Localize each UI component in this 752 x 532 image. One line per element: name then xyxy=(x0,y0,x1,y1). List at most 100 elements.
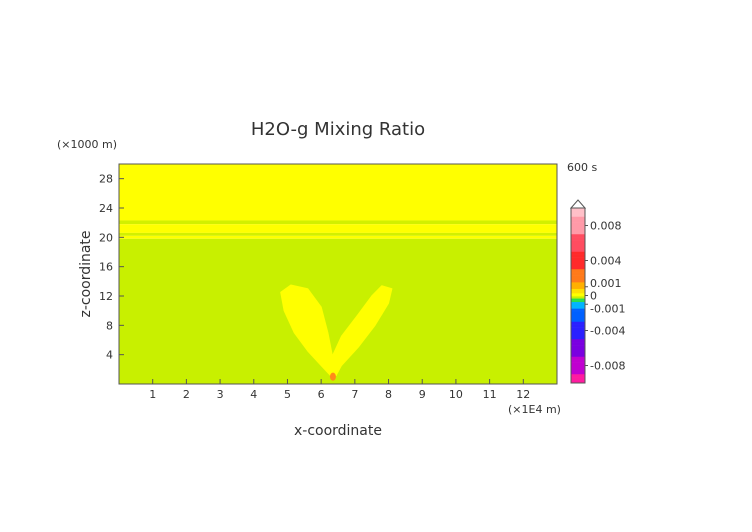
colorbar-swatch xyxy=(571,248,585,253)
colorbar-swatch xyxy=(571,371,585,375)
colorbar-swatch xyxy=(571,342,585,346)
x-tick-label: 10 xyxy=(449,388,463,401)
colorbar-swatch xyxy=(571,330,585,334)
colorbar-swatch xyxy=(571,286,585,288)
layer-4 xyxy=(119,235,557,239)
colorbar-swatch xyxy=(571,278,585,280)
colorbar-swatch xyxy=(571,299,585,301)
colorbar-swatch xyxy=(571,291,585,293)
chart-title: H2O-g Mixing Ratio xyxy=(251,119,425,140)
colorbar-swatch xyxy=(571,299,585,300)
plume-layer xyxy=(280,284,393,381)
colorbar-swatch xyxy=(571,294,585,296)
colorbar-swatch xyxy=(571,280,585,283)
layer-2 xyxy=(119,224,557,233)
y-axis-label: z-coordinate xyxy=(78,230,94,317)
colorbar-swatch xyxy=(571,240,585,244)
colorbar-swatch xyxy=(571,231,585,235)
colorbar-swatch xyxy=(571,287,585,289)
colorbar-swatch xyxy=(571,303,585,305)
colorbar-swatch xyxy=(571,291,585,293)
colorbar-swatch xyxy=(571,362,585,366)
colorbar-label: -0.008 xyxy=(590,360,625,373)
x-tick-label: 1 xyxy=(149,388,156,401)
colorbar-swatch xyxy=(571,315,585,320)
x-unit-label: (×1E4 m) xyxy=(508,403,561,416)
colorbar-swatch xyxy=(571,307,585,309)
colorbar-swatch xyxy=(571,339,585,343)
colorbar-swatch xyxy=(571,333,585,337)
colorbar-swatch xyxy=(571,245,585,250)
colorbar-swatch xyxy=(571,311,585,314)
y-tick-label: 28 xyxy=(99,173,113,186)
x-axis: 1 2 3 4 5 6 7 8 9 10 11 12 xyxy=(149,379,530,401)
colorbar-swatch xyxy=(571,377,585,381)
plot-frame xyxy=(118,163,558,385)
layer-1 xyxy=(119,220,557,225)
colorbar-swatch xyxy=(571,290,585,292)
plume-source xyxy=(329,372,336,381)
colorbar-swatch xyxy=(571,345,585,349)
colorbar-swatch xyxy=(571,321,585,325)
y-tick-label: 4 xyxy=(106,349,113,362)
colorbar-swatch xyxy=(571,300,585,302)
colorbar-label: 0.004 xyxy=(590,255,622,268)
layer-3 xyxy=(119,232,557,236)
colorbar-swatch xyxy=(571,305,585,308)
x-tick-label: 5 xyxy=(284,388,291,401)
colorbar-swatch xyxy=(571,297,585,298)
x-axis-label: x-coordinate xyxy=(294,423,382,439)
colorbar-label: -0.004 xyxy=(590,325,625,338)
colorbar-swatch xyxy=(571,228,585,232)
colorbar-swatch xyxy=(571,260,585,264)
colorbar-swatch xyxy=(571,222,585,226)
colorbar-label: 0.008 xyxy=(590,220,622,233)
colorbar-swatch xyxy=(571,324,585,328)
colorbar-swatch xyxy=(571,298,585,300)
colorbar-swatch xyxy=(571,269,585,273)
x-tick-label: 7 xyxy=(351,388,358,401)
colorbar-swatch xyxy=(571,283,585,286)
colorbar-swatch xyxy=(571,234,585,238)
colorbar-swatch xyxy=(571,288,585,290)
y-tick-label: 20 xyxy=(99,231,113,244)
colorbar-swatch xyxy=(571,301,585,303)
colorbar-cap xyxy=(569,199,587,209)
colorbar-swatch xyxy=(571,299,585,301)
colorbar-swatch xyxy=(571,251,585,255)
x-tick-label: 3 xyxy=(217,388,224,401)
x-tick-label: 8 xyxy=(385,388,392,401)
y-tick-label: 16 xyxy=(99,261,113,274)
colorbar-swatch xyxy=(571,327,585,331)
colorbar-swatch xyxy=(571,216,585,220)
colorbar-swatch xyxy=(571,368,585,372)
colorbar-swatch xyxy=(571,353,585,358)
colorbar-label: -0.001 xyxy=(590,302,625,315)
colorbar-swatch xyxy=(571,213,585,218)
colorbar-swatch xyxy=(571,225,585,229)
y-unit-label: (×1000 m) xyxy=(57,138,117,151)
colorbar-swatch xyxy=(571,356,585,360)
colorbar-swatch xyxy=(571,257,585,261)
plume-right-lobe xyxy=(330,285,393,379)
colorbar-swatch xyxy=(571,302,585,304)
colorbar-swatch xyxy=(571,292,585,294)
colorbar-swatch xyxy=(571,380,585,384)
colorbar-swatch xyxy=(571,348,585,352)
layer-0 xyxy=(119,164,557,221)
colorbar-swatch xyxy=(571,289,585,291)
colorbar-swatch xyxy=(571,237,585,241)
colorbar-swatch xyxy=(571,302,585,304)
x-tick-label: 11 xyxy=(483,388,497,401)
colorbar-label: 0.001 xyxy=(590,277,622,290)
colorbar-swatch xyxy=(571,279,585,282)
x-tick-label: 4 xyxy=(250,388,257,401)
colorbar-swatch xyxy=(571,208,585,212)
colorbar-swatch xyxy=(571,243,585,247)
colorbar-swatch xyxy=(571,304,585,307)
colorbar-swatch xyxy=(571,254,585,258)
time-label: 600 s xyxy=(567,161,597,174)
colorbar-swatch xyxy=(571,293,585,295)
